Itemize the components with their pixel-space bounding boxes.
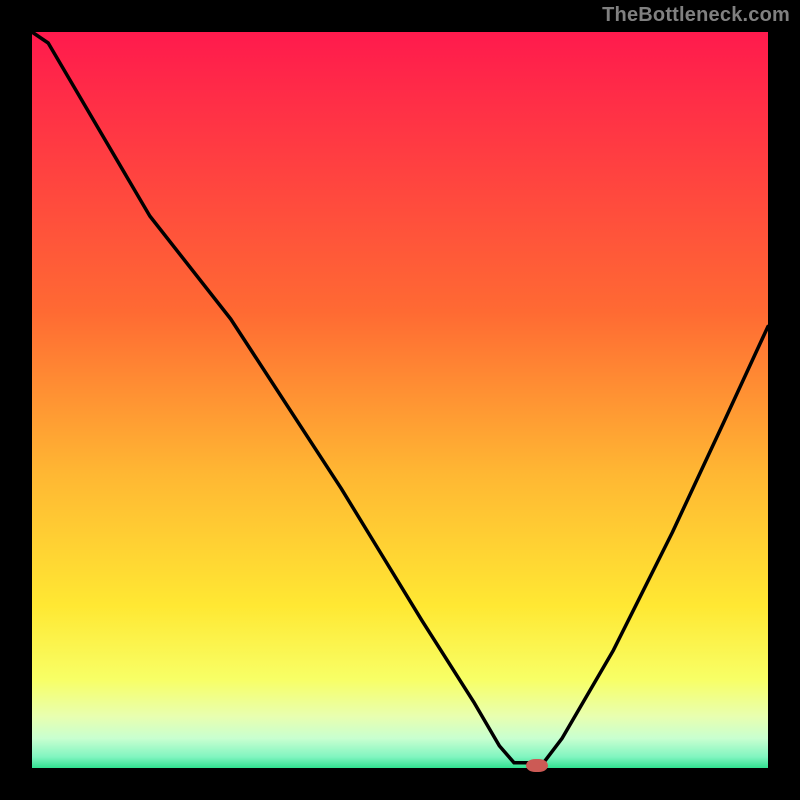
curve-polyline: [32, 32, 768, 763]
watermark-text: TheBottleneck.com: [602, 4, 790, 27]
bottleneck-curve: [32, 32, 768, 768]
optimum-marker: [526, 759, 548, 772]
chart-container: TheBottleneck.com: [0, 0, 800, 800]
